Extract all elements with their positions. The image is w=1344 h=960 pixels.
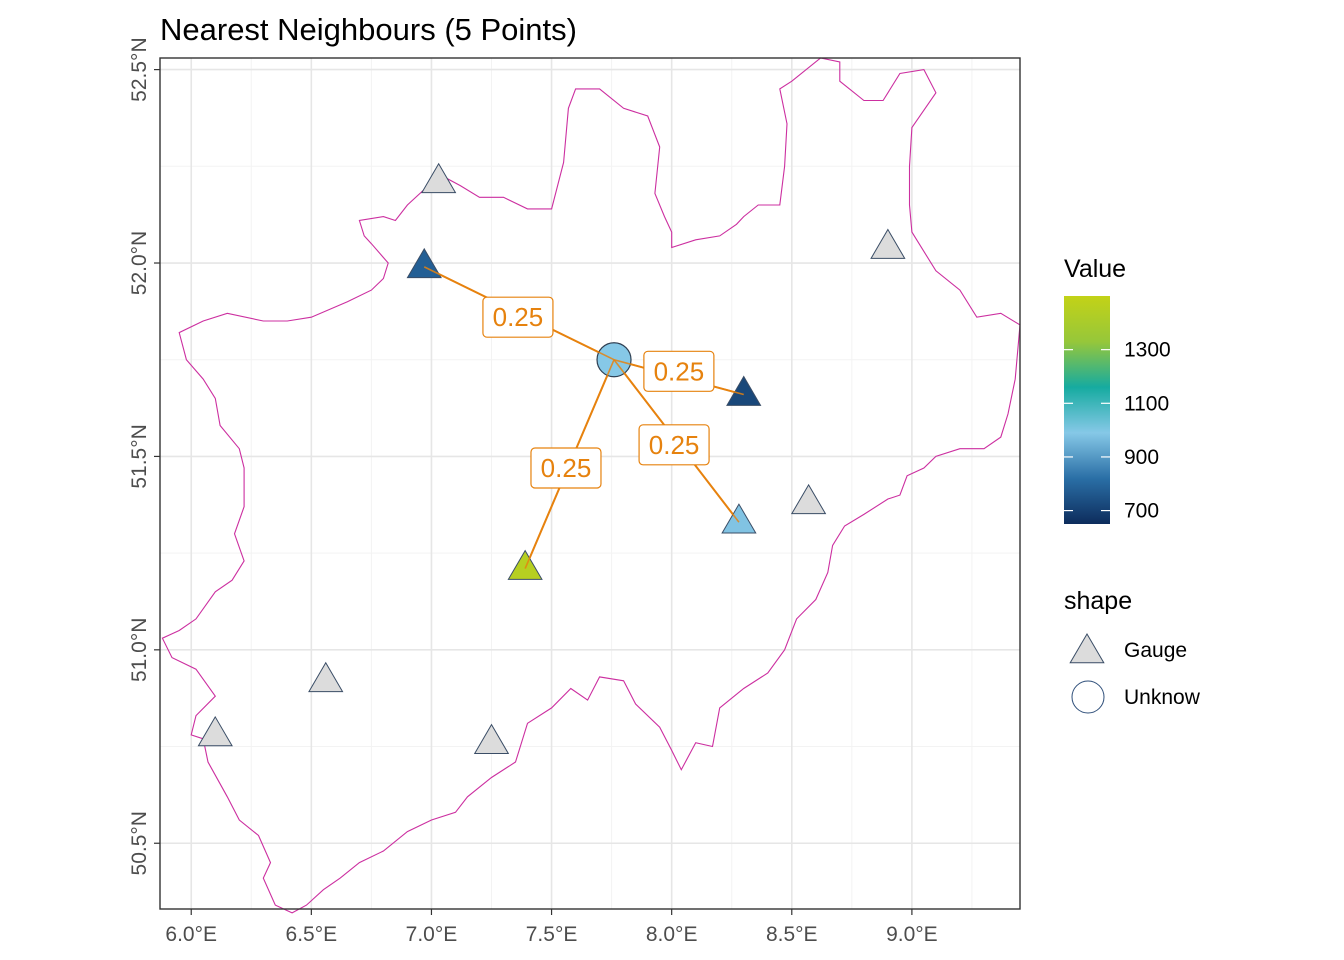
colorbar-ticks: 700 900 1100 1300 [1064, 339, 1171, 523]
plot-panel: 0.25 0.25 0.25 0.25 [159, 57, 1021, 914]
weight-label: 0.25 [649, 430, 700, 460]
y-tick-label: 50.5°N [128, 811, 151, 875]
points-layer [197, 162, 906, 754]
neighbour-gauge-point [721, 503, 757, 534]
x-tick-label: 8.0°E [646, 923, 698, 946]
shape-legend-label: Unknow [1124, 686, 1201, 709]
weight-label: 0.25 [493, 302, 544, 332]
x-tick-label: 9.0°E [886, 923, 938, 946]
shape-legend-items: Gauge Unknow [1069, 633, 1201, 714]
weight-label-box [482, 296, 554, 338]
colorbar-tick-label: 700 [1124, 500, 1159, 523]
colorbar-legend: Value 700 900 1100 1300 [1064, 255, 1171, 524]
legend-circle-icon [1071, 680, 1105, 714]
x-tick-label: 6.0°E [165, 923, 217, 946]
y-axis: 50.5°N 51.0°N 51.5°N 52.0°N 52.5°N [128, 37, 160, 875]
gauge-point [420, 162, 457, 194]
colorbar [1064, 296, 1110, 524]
region-boundary [161, 57, 1021, 914]
x-tick-label: 8.5°E [766, 923, 818, 946]
gauge-point [308, 661, 344, 693]
y-tick-label: 52.0°N [128, 231, 151, 295]
shape-legend-label: Gauge [1124, 639, 1187, 662]
x-tick-label: 7.5°E [526, 923, 578, 946]
neighbour-gauge-point [726, 375, 762, 406]
weight-label-box [530, 447, 602, 489]
weight-label: 0.25 [654, 356, 705, 386]
shape-legend: shape Gauge Unknow [1064, 587, 1201, 714]
weight-labels: 0.25 0.25 0.25 0.25 [482, 296, 715, 489]
gauge-point [790, 483, 827, 515]
weight-label-box [643, 350, 715, 392]
colorbar-tick-label: 900 [1124, 446, 1159, 469]
neighbour-gauge-point [507, 549, 543, 580]
chart-title: Nearest Neighbours (5 Points) [160, 12, 577, 47]
legend-triangle-icon [1069, 633, 1105, 664]
panel-border [159, 57, 1021, 910]
x-axis: 6.0°E 6.5°E 7.0°E 7.5°E 8.0°E 8.5°E 9.0°E [165, 909, 938, 946]
x-tick-label: 6.5°E [286, 923, 338, 946]
weight-label-box [638, 424, 710, 466]
gauge-point [197, 715, 233, 747]
x-tick-label: 7.0°E [406, 923, 458, 946]
gauge-point [870, 228, 906, 259]
y-tick-label: 51.5°N [128, 424, 151, 488]
shape-legend-title: shape [1064, 587, 1132, 615]
colorbar-title: Value [1064, 255, 1126, 283]
colorbar-tick-label: 1300 [1124, 339, 1171, 362]
gauge-point [473, 723, 510, 754]
colorbar-tick-label: 1100 [1124, 392, 1169, 415]
y-tick-label: 52.5°N [128, 37, 151, 101]
weight-label: 0.25 [541, 453, 592, 483]
y-tick-label: 51.0°N [128, 618, 151, 682]
